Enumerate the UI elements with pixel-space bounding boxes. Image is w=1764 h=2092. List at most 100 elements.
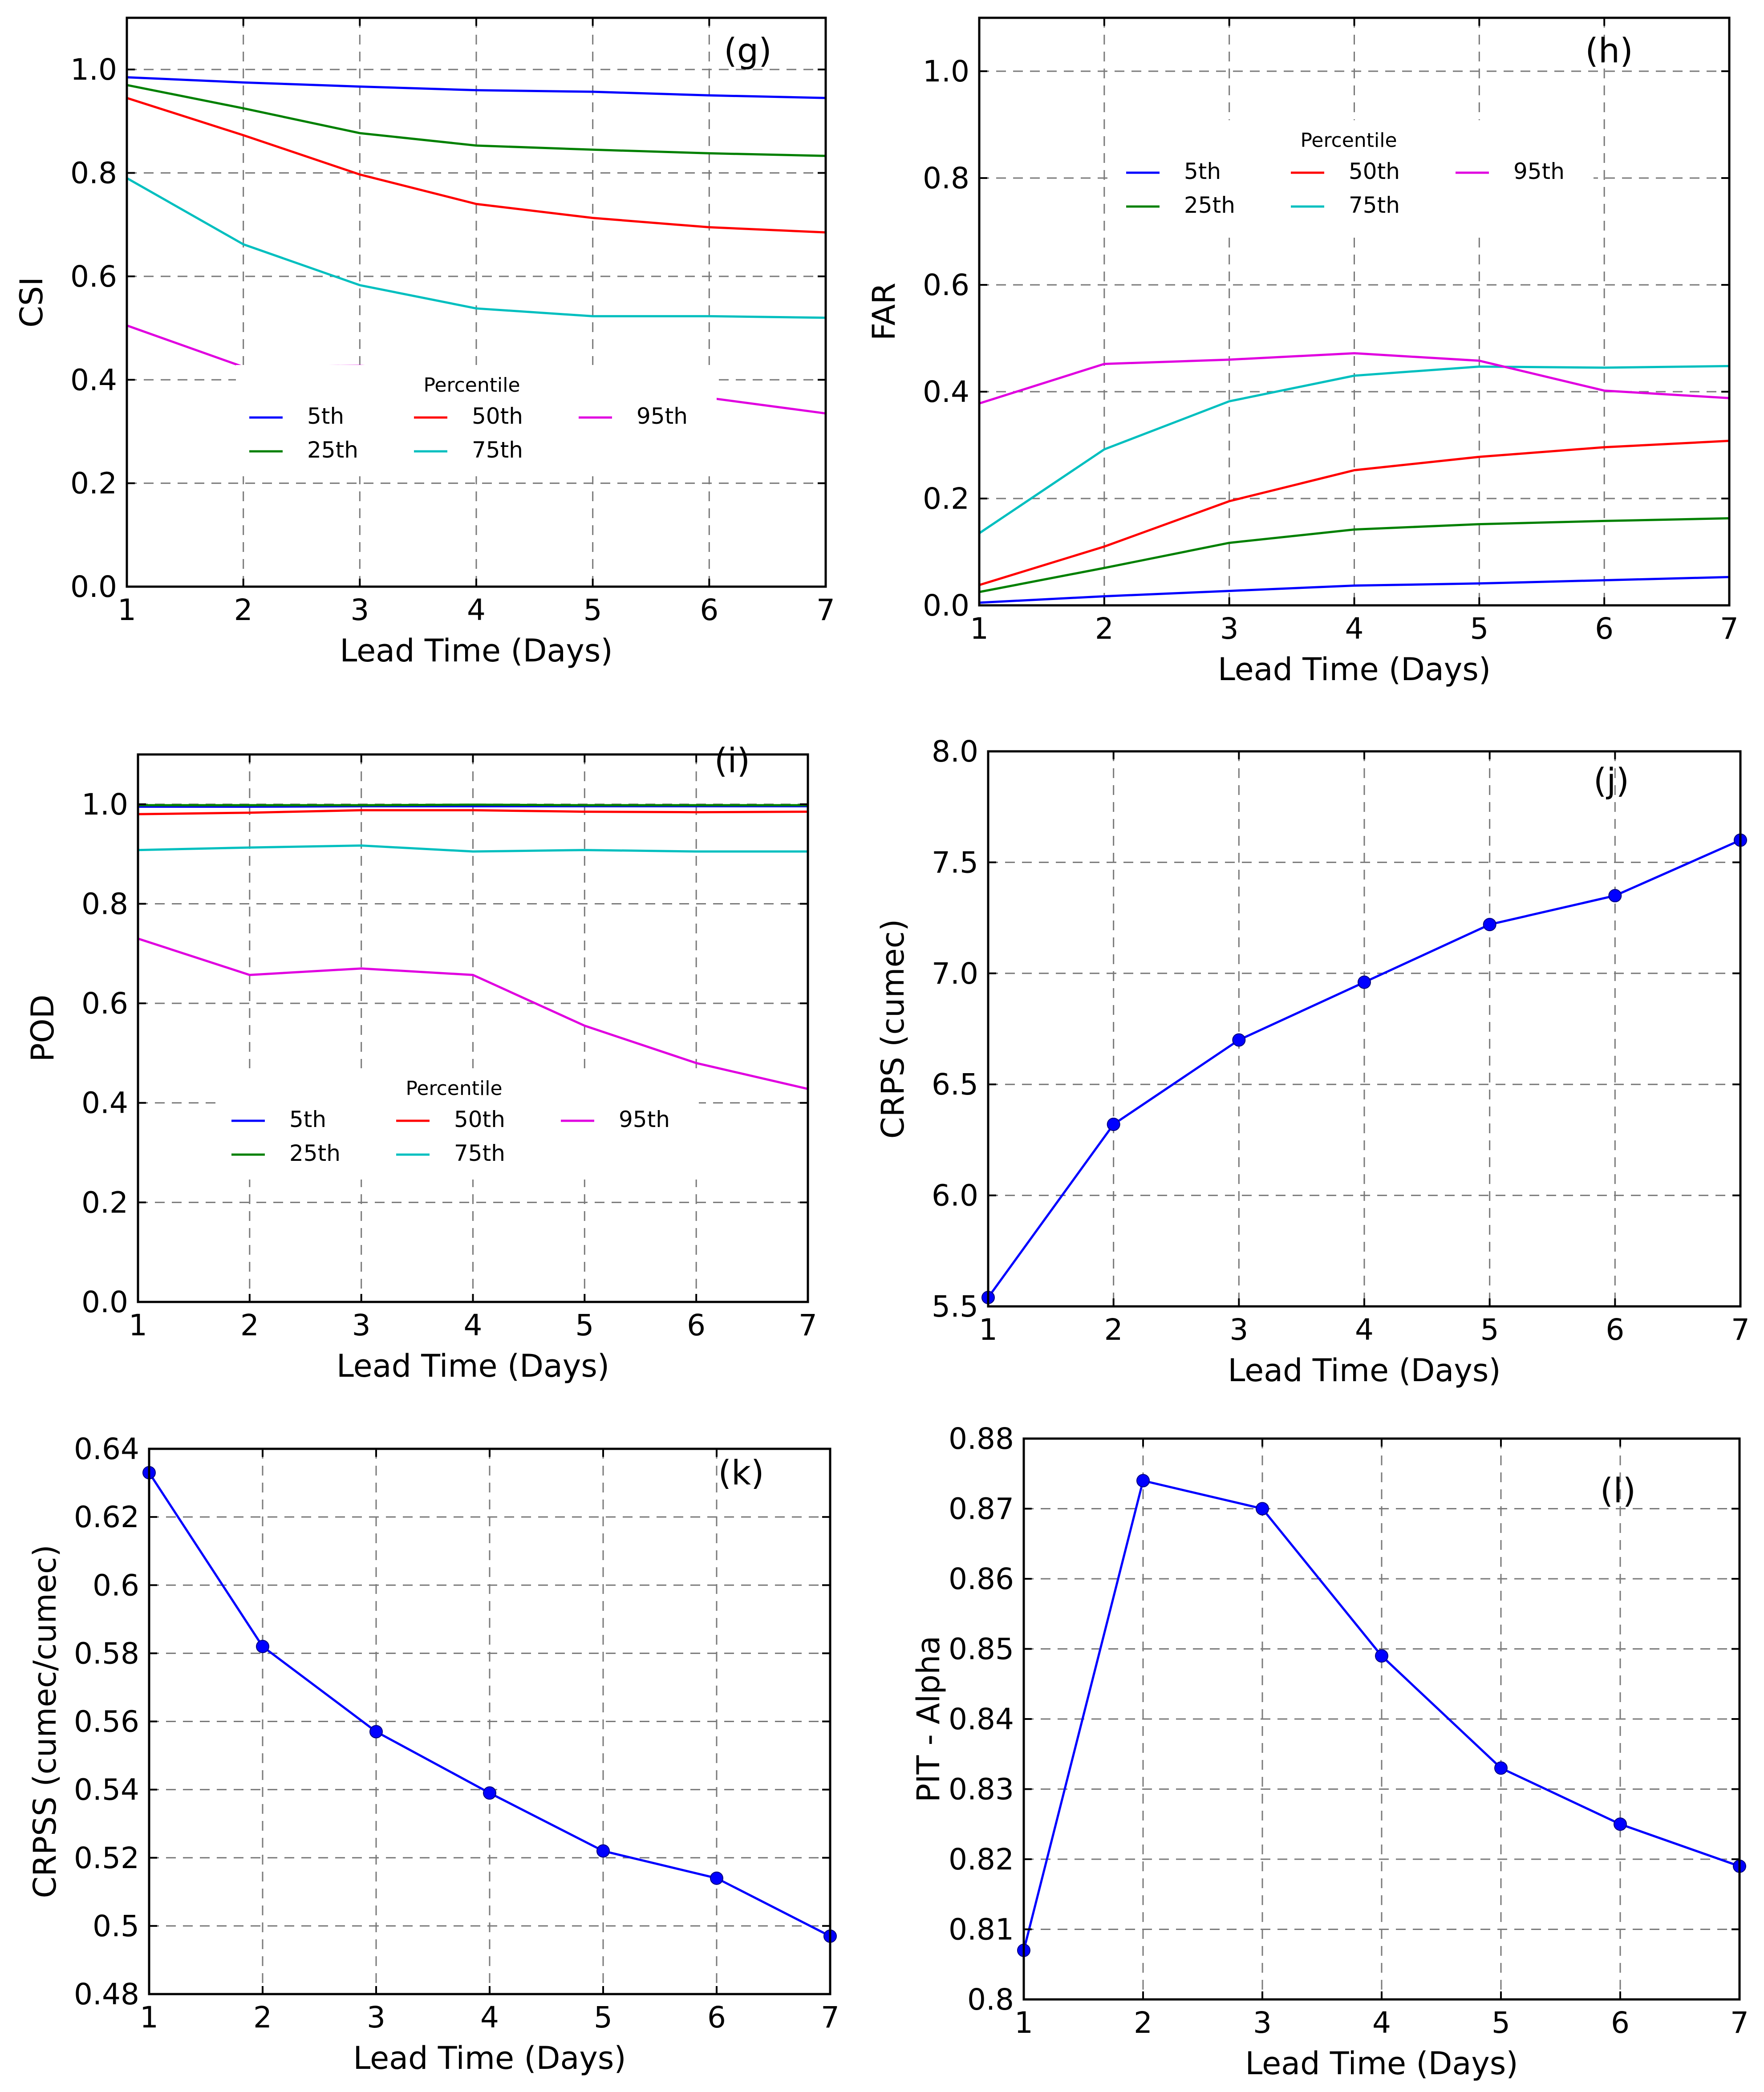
panel-label: (i) (714, 741, 750, 780)
y-tick-label: 0.84 (949, 1702, 1014, 1736)
legend-title: Percentile (1300, 129, 1397, 152)
y-tick-label: 0.85 (949, 1632, 1014, 1666)
y-tick-label: 0.8 (967, 1983, 1014, 2017)
x-tick-label: 7 (1720, 612, 1739, 646)
data-point (1107, 1117, 1120, 1131)
y-tick-label: 1.0 (923, 54, 969, 89)
y-axis-label: CRPS (cumec) (875, 919, 911, 1139)
x-tick-label: 1 (118, 593, 136, 627)
x-tick-label: 4 (1372, 2006, 1391, 2040)
data-point (1256, 1502, 1269, 1516)
x-axis-label: Lead Time (Days) (1245, 2045, 1518, 2082)
legend-entry-label: 50th (454, 1107, 505, 1132)
series-line-50th (126, 97, 826, 234)
legend-entry-label: 75th (472, 437, 523, 463)
y-axis-label: CSI (13, 277, 50, 328)
y-tick-label: 7.5 (932, 845, 978, 880)
x-tick-label: 1 (140, 2000, 158, 2035)
x-tick-label: 2 (1134, 2006, 1152, 2040)
y-tick-label: 0.88 (949, 1422, 1014, 1456)
y-tick-label: 0.87 (949, 1492, 1014, 1526)
legend-background (236, 365, 717, 476)
y-axis-label: CRPSS (cumec/cumec) (27, 1545, 63, 1898)
legend-entry-label: 5th (1184, 158, 1221, 184)
x-tick-label: 2 (240, 1308, 259, 1342)
y-tick-label: 0.6 (81, 986, 128, 1021)
y-tick-label: 0.2 (923, 482, 969, 516)
panel-l: 1 2 3 4 5 6 7 0.8 0.81 0.82 0.83 0.84 0.85 0.86 0.87 0.… (910, 1422, 1749, 2082)
x-tick-label: 2 (1104, 1313, 1123, 1347)
y-tick-label: 0.6 (93, 1568, 139, 1602)
y-tick-label: 0.2 (70, 466, 117, 501)
series-line-95th (979, 352, 1730, 405)
legend: Percentile 5th 25th 50th 75th 95th (218, 1068, 699, 1180)
y-tick-label: 0.6 (70, 259, 117, 294)
x-tick-label: 3 (367, 2000, 385, 2035)
y-tick-label: 0.81 (949, 1913, 1014, 1947)
y-tick-label: 1.0 (70, 53, 117, 87)
y-tick-label: 0.6 (923, 268, 969, 302)
y-tick-label: 0.8 (923, 161, 969, 195)
x-tick-label: 4 (480, 2000, 499, 2035)
x-tick-label: 6 (1606, 1313, 1624, 1347)
legend-entry-label: 95th (1513, 158, 1565, 184)
data-point (369, 1725, 383, 1739)
data-point (256, 1640, 269, 1654)
x-tick-label: 4 (1355, 1313, 1374, 1347)
x-tick-label: 5 (1480, 1313, 1499, 1347)
series-line-5th (126, 76, 826, 99)
x-tick-label: 2 (253, 2000, 272, 2035)
x-tick-label: 6 (707, 2000, 726, 2035)
x-tick-label: 6 (700, 593, 718, 627)
y-tick-label: 6.5 (932, 1067, 978, 1102)
x-tick-label: 4 (1345, 612, 1364, 646)
x-tick-label: 1 (1014, 2006, 1033, 2040)
panel-k: 1 2 3 4 5 6 7 0.48 0.5 0.52 0.54 0.56 0.58 0.6 0.62 0.6… (27, 1432, 839, 2076)
y-tick-label: 0.4 (81, 1086, 128, 1120)
x-tick-label: 7 (799, 1308, 817, 1342)
data-point (596, 1844, 610, 1858)
data-point (483, 1786, 496, 1800)
legend: Percentile 5th 25th 50th 75th 95th (1113, 120, 1594, 231)
y-tick-label: 0.5 (93, 1909, 139, 1943)
panel-label: (h) (1585, 31, 1633, 70)
data-point (1494, 1761, 1508, 1775)
y-tick-label: 0.82 (949, 1842, 1014, 1877)
y-axis-label: PIT - Alpha (910, 1636, 947, 1802)
legend-entry-label: 25th (289, 1140, 341, 1166)
x-tick-label: 1 (129, 1308, 147, 1342)
data-point (1608, 889, 1622, 903)
series-line-50th (138, 809, 808, 815)
data-point (1136, 1474, 1150, 1488)
x-tick-label: 3 (1253, 2006, 1272, 2040)
x-axis-label: Lead Time (Days) (340, 632, 612, 669)
y-axis-label: FAR (866, 283, 902, 341)
y-tick-label: 0.8 (81, 887, 128, 921)
y-tick-label: 0.4 (70, 363, 117, 397)
panel-j: 1 2 3 4 5 6 7 5.5 6.0 6.5 7.0 7.5 8.0 Lead Time (Days… (875, 734, 1750, 1389)
series-line-75th (978, 365, 1730, 535)
y-tick-label: 0.58 (74, 1636, 139, 1670)
data-point (1614, 1817, 1627, 1831)
y-tick-label: 0.86 (949, 1562, 1014, 1596)
legend-entry-label: 25th (1184, 192, 1235, 218)
legend-entry-label: 25th (307, 437, 358, 463)
x-tick-label: 5 (594, 2000, 612, 2035)
panel-label: (g) (724, 31, 772, 70)
y-tick-label: 0.83 (949, 1772, 1014, 1807)
x-tick-label: 3 (1220, 612, 1239, 646)
x-tick-label: 3 (1229, 1313, 1248, 1347)
y-tick-label: 0.48 (74, 1977, 139, 2011)
y-tick-label: 0.56 (74, 1705, 139, 1739)
panel-label: (l) (1600, 1471, 1636, 1510)
x-tick-label: 5 (584, 593, 602, 627)
series-line-95th (138, 937, 808, 1090)
x-tick-label: 6 (1595, 612, 1614, 646)
y-tick-label: 5.5 (932, 1289, 978, 1324)
panel-label: (k) (718, 1453, 764, 1492)
data-point (1232, 1033, 1246, 1047)
y-tick-label: 0.64 (74, 1432, 139, 1466)
legend-entry-label: 75th (454, 1140, 505, 1166)
panel-label: (j) (1594, 761, 1629, 800)
y-tick-label: 0.0 (70, 570, 117, 604)
